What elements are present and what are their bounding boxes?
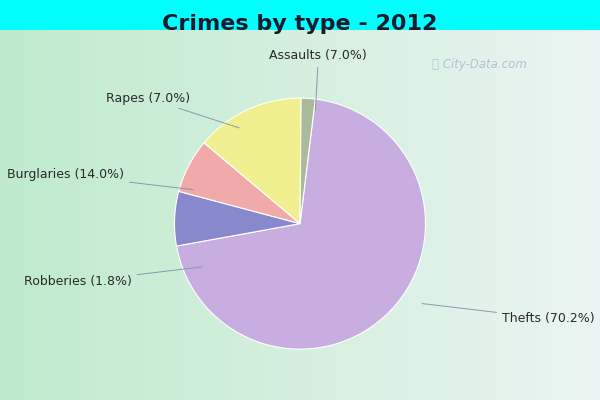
Wedge shape (179, 143, 300, 224)
Text: ⓘ City-Data.com: ⓘ City-Data.com (431, 58, 527, 71)
Wedge shape (175, 191, 300, 246)
Wedge shape (204, 98, 301, 224)
Wedge shape (300, 98, 315, 224)
Text: Rapes (7.0%): Rapes (7.0%) (106, 92, 239, 128)
Text: Thefts (70.2%): Thefts (70.2%) (422, 304, 595, 325)
Text: Crimes by type - 2012: Crimes by type - 2012 (163, 14, 437, 34)
Text: Robberies (1.8%): Robberies (1.8%) (24, 267, 202, 288)
Text: Burglaries (14.0%): Burglaries (14.0%) (7, 168, 193, 190)
Wedge shape (176, 99, 425, 349)
Text: Assaults (7.0%): Assaults (7.0%) (269, 49, 367, 111)
